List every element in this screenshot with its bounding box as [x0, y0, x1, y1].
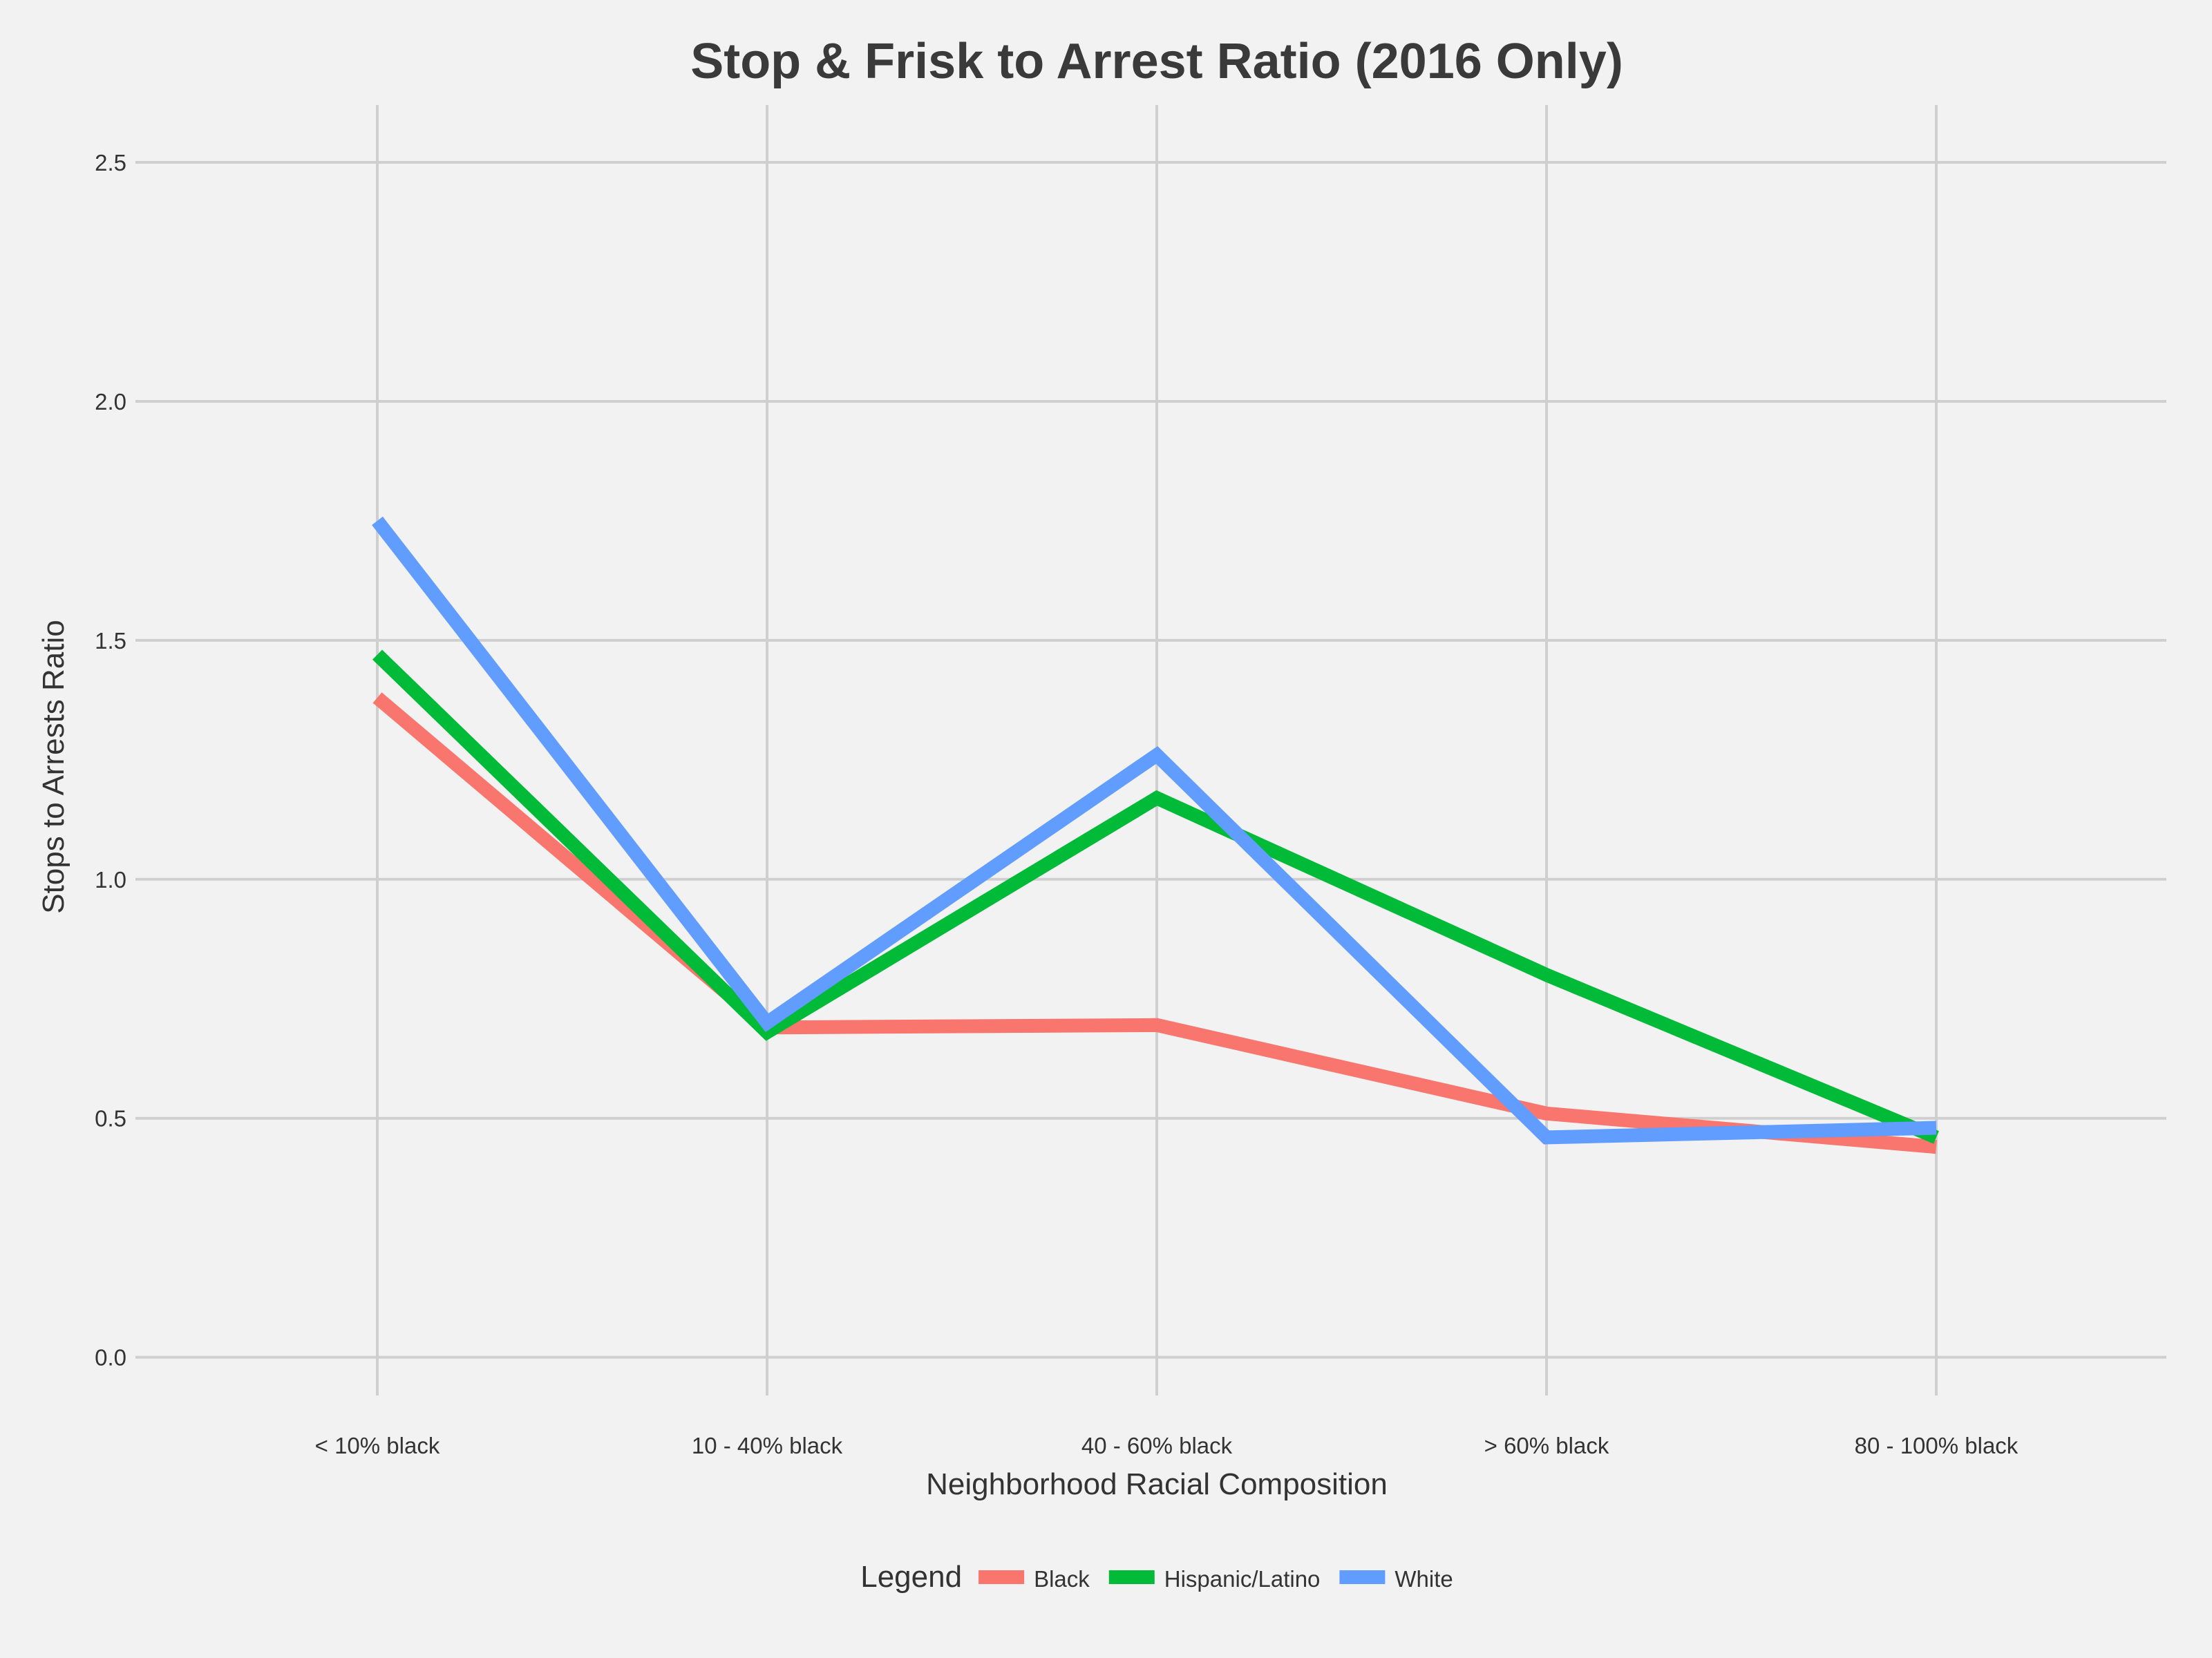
legend-label-white: White [1395, 1566, 1453, 1592]
series-line-black [372, 692, 1937, 1154]
series-line-hispanic-latino [372, 649, 1939, 1144]
legend-label-black: Black [1034, 1566, 1090, 1592]
x-tick-label: > 60% black [1484, 1433, 1609, 1458]
x-tick-label: 80 - 100% black [1855, 1433, 2019, 1458]
y-tick-label: 1.0 [95, 867, 126, 893]
legend: Legend Black Hispanic/Latino White [860, 1560, 1453, 1594]
y-tick-label: 0.0 [95, 1345, 126, 1371]
y-tick-label: 2.5 [95, 150, 126, 175]
y-tick-label: 0.5 [95, 1106, 126, 1132]
y-axis-ticks: 0.0 0.5 1.0 1.5 2.0 2.5 [95, 150, 126, 1371]
chart-title: Stop & Frisk to Arrest Ratio (2016 Only) [690, 34, 1623, 89]
y-tick-label: 1.5 [95, 628, 126, 654]
legend-title: Legend [860, 1560, 962, 1594]
series-line-white [372, 516, 1937, 1145]
y-tick-label: 2.0 [95, 389, 126, 414]
x-axis-label: Neighborhood Racial Composition [926, 1467, 1388, 1501]
x-tick-label: 10 - 40% black [692, 1433, 843, 1458]
legend-label-hispanic-latino: Hispanic/Latino [1164, 1566, 1321, 1592]
x-tick-label: 40 - 60% black [1081, 1433, 1233, 1458]
series-layer [372, 516, 1939, 1154]
x-tick-label: < 10% black [315, 1433, 440, 1458]
x-axis-ticks: < 10% black 10 - 40% black 40 - 60% black >… [315, 1433, 2019, 1458]
y-axis-label: Stops to Arrests Ratio [37, 620, 70, 914]
grid-layer [135, 105, 2166, 1395]
